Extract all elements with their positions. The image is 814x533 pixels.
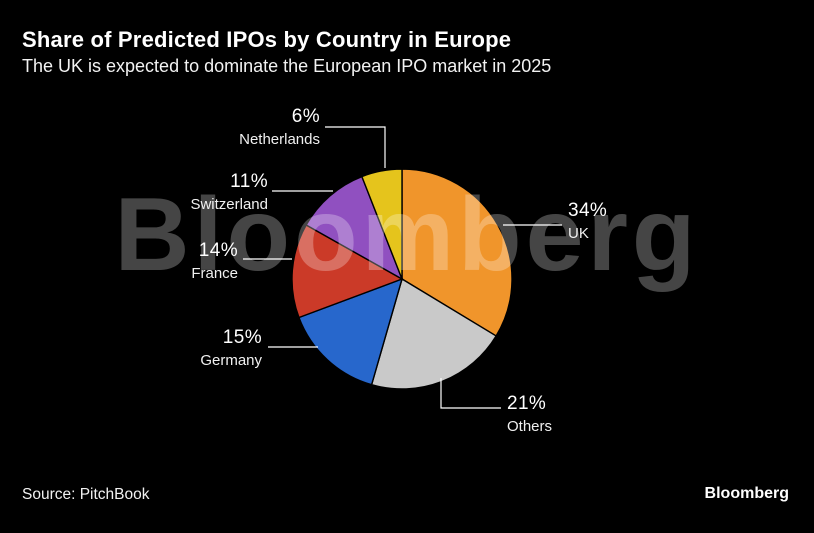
slice-label-others: 21% Others bbox=[507, 393, 552, 439]
slice-value-netherlands: 6% bbox=[291, 106, 320, 127]
bloomberg-logo: Bloomberg bbox=[704, 485, 789, 502]
pointer-line-netherlands bbox=[325, 126, 386, 168]
slice-value-switzerland: 11% bbox=[230, 171, 268, 192]
slice-name-germany: Germany bbox=[200, 351, 262, 369]
pie-slices bbox=[291, 168, 513, 390]
chart-subtitle: The UK is expected to dominate the Europ… bbox=[22, 56, 552, 76]
slice-name-uk: UK bbox=[568, 224, 589, 242]
pie-slice-others bbox=[370, 277, 498, 390]
slice-value-france: 14% bbox=[198, 240, 238, 261]
slice-value-germany: 15% bbox=[222, 327, 262, 348]
slice-name-france: France bbox=[191, 264, 238, 282]
pie-slice-netherlands bbox=[360, 168, 403, 280]
slice-value-uk: 34% bbox=[568, 200, 608, 221]
slice-name-netherlands: Netherlands bbox=[239, 130, 320, 148]
slice-label-uk: 34% UK bbox=[568, 200, 607, 246]
slice-name-switzerland: Switzerland bbox=[190, 195, 268, 213]
chart-title: Share of Predicted IPOs by Country in Eu… bbox=[22, 27, 512, 52]
source-text: Source: PitchBook bbox=[22, 486, 150, 503]
pie-slice-germany bbox=[298, 277, 404, 386]
pointer-lines bbox=[243, 126, 562, 409]
slice-value-others: 21% bbox=[507, 393, 547, 414]
pie-slice-switzerland bbox=[305, 175, 404, 281]
slice-label-switzerland: 11% Switzerland bbox=[190, 171, 268, 217]
slice-label-germany: 15% Germany bbox=[200, 327, 262, 373]
pie-slice-uk bbox=[401, 168, 513, 337]
slice-label-france: 14% France bbox=[191, 240, 238, 286]
slice-name-others: Others bbox=[507, 417, 553, 435]
pie-slice-france bbox=[291, 224, 404, 319]
slice-label-netherlands: 6% Netherlands bbox=[239, 106, 320, 152]
pointer-line-others bbox=[440, 378, 501, 409]
